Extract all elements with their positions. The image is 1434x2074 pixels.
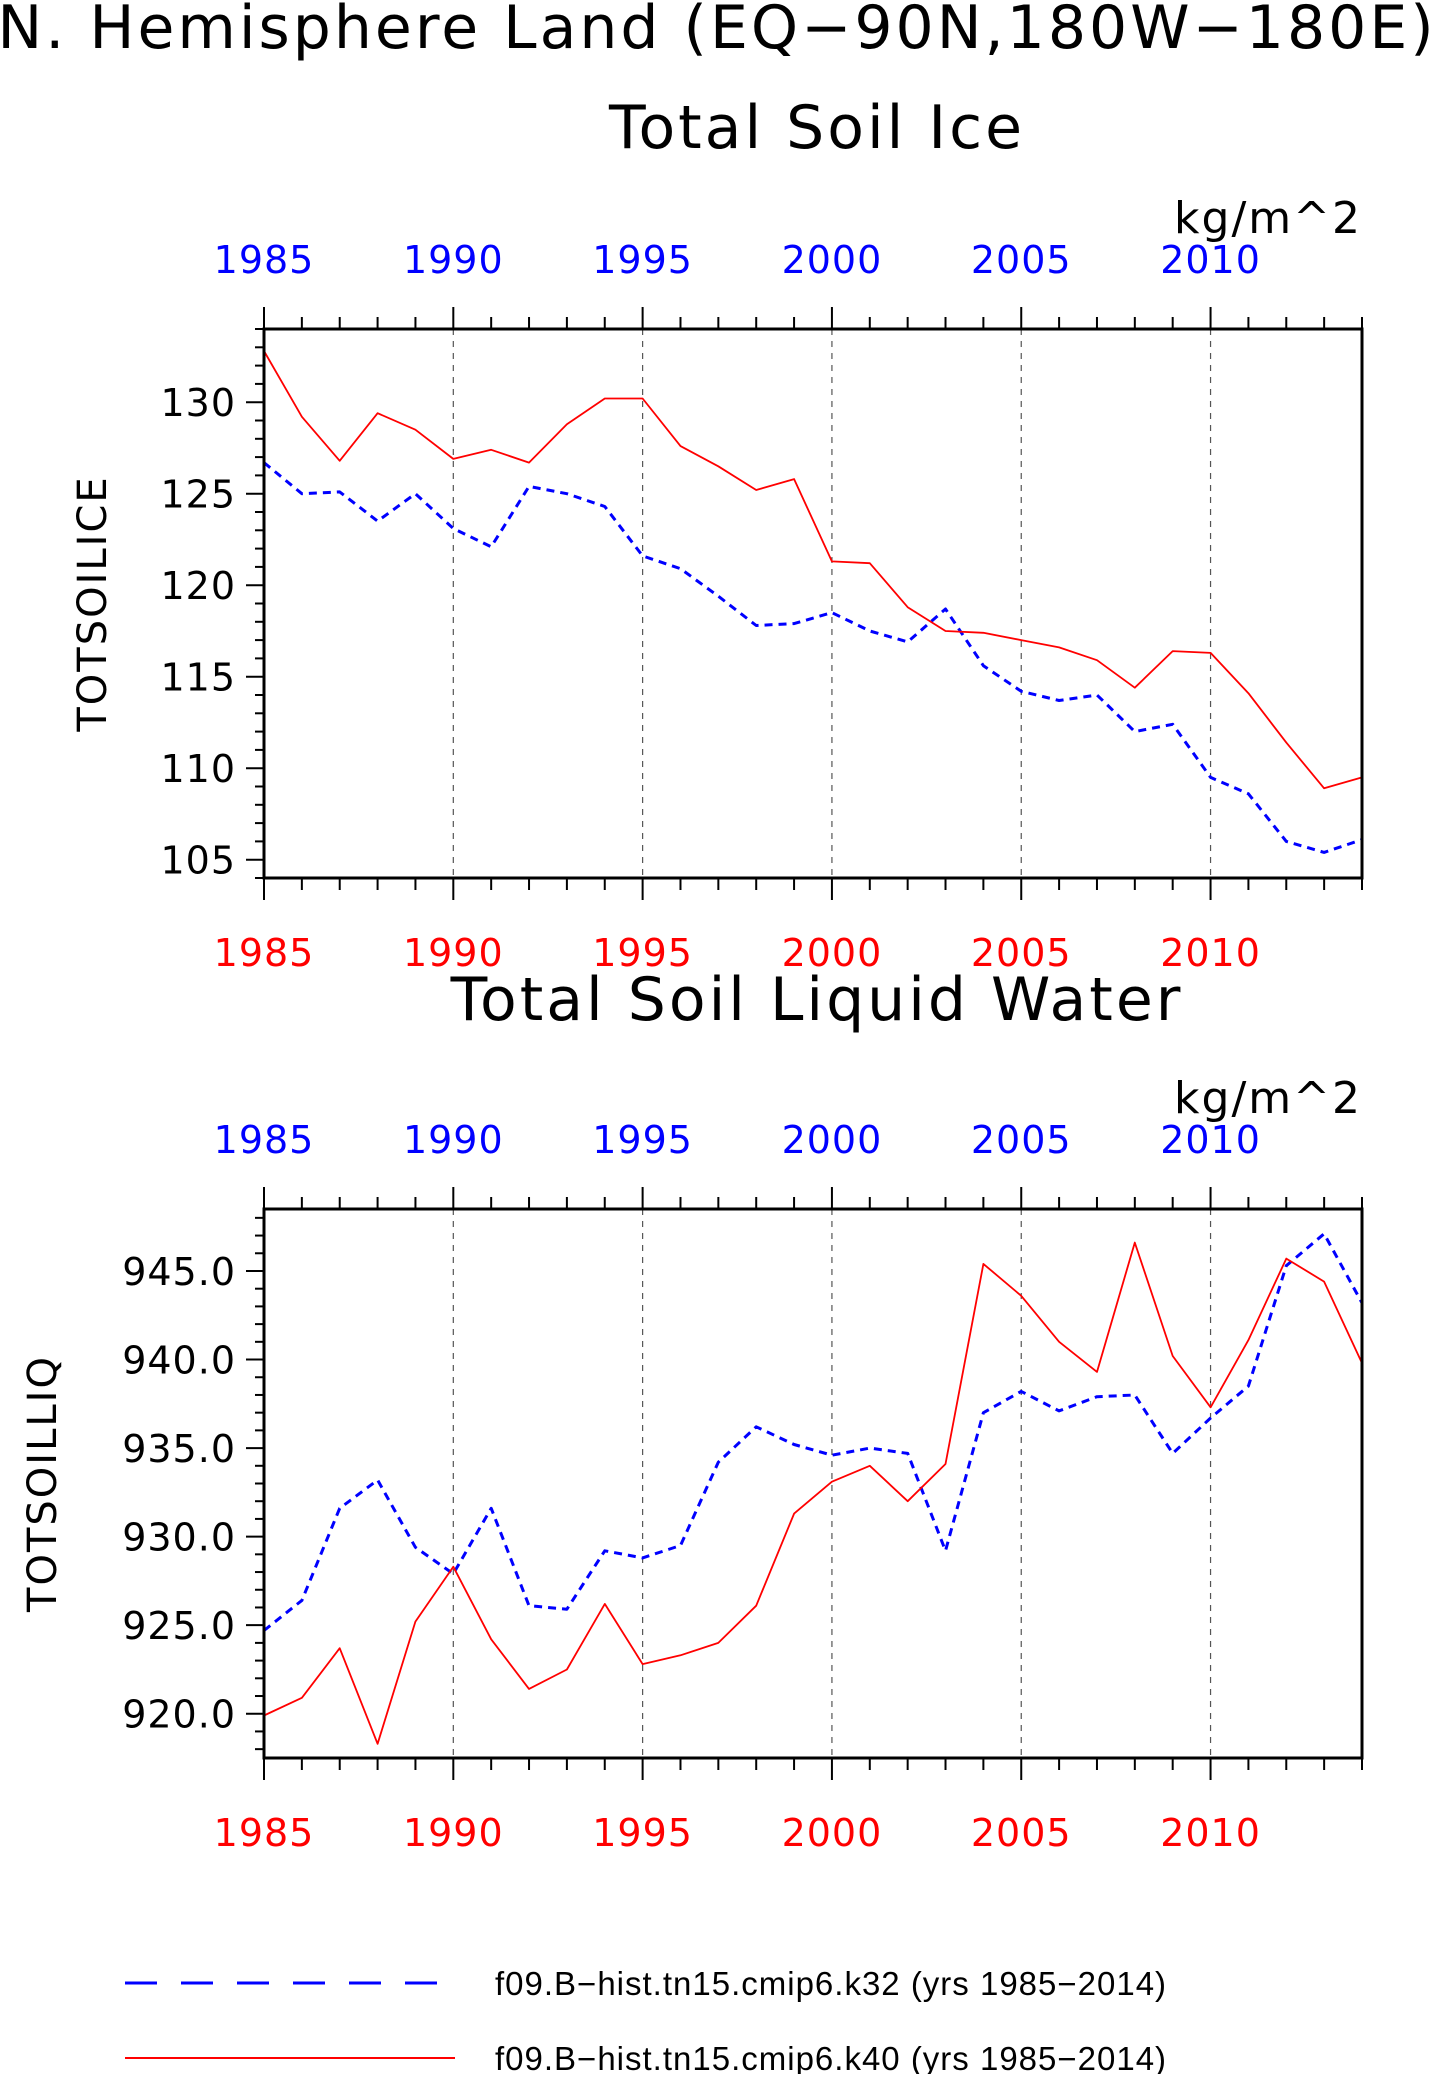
units-label: kg/m^2 (1174, 1073, 1362, 1124)
bottom-x-tick-label: 2010 (1160, 931, 1261, 975)
top-x-tick-label: 1990 (403, 238, 504, 282)
y-tick-label: 115 (160, 656, 236, 700)
bottom-x-tick-label: 1995 (592, 931, 693, 975)
bottom-x-tick-label: 2005 (971, 1811, 1072, 1855)
y-tick-label: 925.0 (122, 1604, 236, 1648)
y-axis-label: TOTSOILLIQ (20, 1355, 66, 1613)
bottom-x-tick-label: 2000 (782, 931, 883, 975)
units-label: kg/m^2 (1174, 193, 1362, 244)
legend-label-k40: f09.B−hist.tn15.cmip6.k40 (yrs 1985−2014… (495, 2040, 1167, 2074)
top-x-tick-label: 2005 (971, 1118, 1072, 1162)
bottom-x-tick-label: 2005 (971, 931, 1072, 975)
top-x-tick-label: 1985 (214, 1118, 315, 1162)
top-x-tick-label: 2010 (1160, 238, 1261, 282)
y-axis-label: TOTSOILICE (70, 475, 116, 732)
y-tick-label: 120 (160, 564, 236, 608)
series-line-k40 (263, 350, 1363, 790)
chart-title: Total Soil Ice (608, 93, 1025, 163)
bottom-x-tick-label: 1990 (403, 1811, 504, 1855)
bottom-x-tick-label: 1995 (592, 1811, 693, 1855)
panel-soil-ice: Total Soil Ice kg/m^2 TOTSOILICE 105 110 115 1… (70, 93, 1364, 975)
y-tick-label: 110 (160, 747, 236, 791)
legend: f09.B−hist.tn15.cmip6.k32 (yrs 1985−2014… (125, 1965, 1167, 2074)
y-tick-label: 130 (160, 381, 236, 425)
bottom-x-tick-label: 1985 (214, 1811, 315, 1855)
plot-frame (262, 1207, 1364, 1760)
bottom-x-tick-label: 1985 (214, 931, 315, 975)
bottom-x-tick-label: 2000 (782, 1811, 883, 1855)
bottom-x-tick-label: 2010 (1160, 1811, 1261, 1855)
y-tick-label: 125 (160, 473, 236, 517)
top-x-tick-label: 1995 (592, 238, 693, 282)
figure-title: N. Hemisphere Land (EQ−90N,180W−180E) (0, 0, 1434, 63)
top-x-tick-label: 2000 (782, 1118, 883, 1162)
y-tick-label: 945.0 (122, 1250, 236, 1294)
panel-soil-liquid: Total Soil Liquid Water kg/m^2 TOTSOILLIQ 9… (20, 965, 1364, 1855)
y-tick-label: 930.0 (122, 1516, 236, 1560)
series-line-k40 (263, 1241, 1363, 1745)
top-x-tick-label: 1985 (214, 238, 315, 282)
chart-title: Total Soil Liquid Water (450, 965, 1184, 1035)
bottom-x-tick-label: 1990 (403, 931, 504, 975)
plot-frame (262, 327, 1364, 880)
y-tick-label: 920.0 (122, 1693, 236, 1737)
y-tick-label: 935.0 (122, 1427, 236, 1471)
top-x-tick-label: 2000 (782, 238, 883, 282)
y-tick-label: 105 (160, 839, 236, 883)
series-line-k32 (263, 461, 1363, 854)
top-x-tick-label: 2010 (1160, 1118, 1261, 1162)
top-x-tick-label: 1995 (592, 1118, 693, 1162)
series-line-k32 (263, 1232, 1364, 1632)
legend-label-k32: f09.B−hist.tn15.cmip6.k32 (yrs 1985−2014… (495, 1965, 1167, 2002)
top-x-tick-label: 1990 (403, 1118, 504, 1162)
top-x-tick-label: 2005 (971, 238, 1072, 282)
y-tick-label: 940.0 (122, 1339, 236, 1383)
